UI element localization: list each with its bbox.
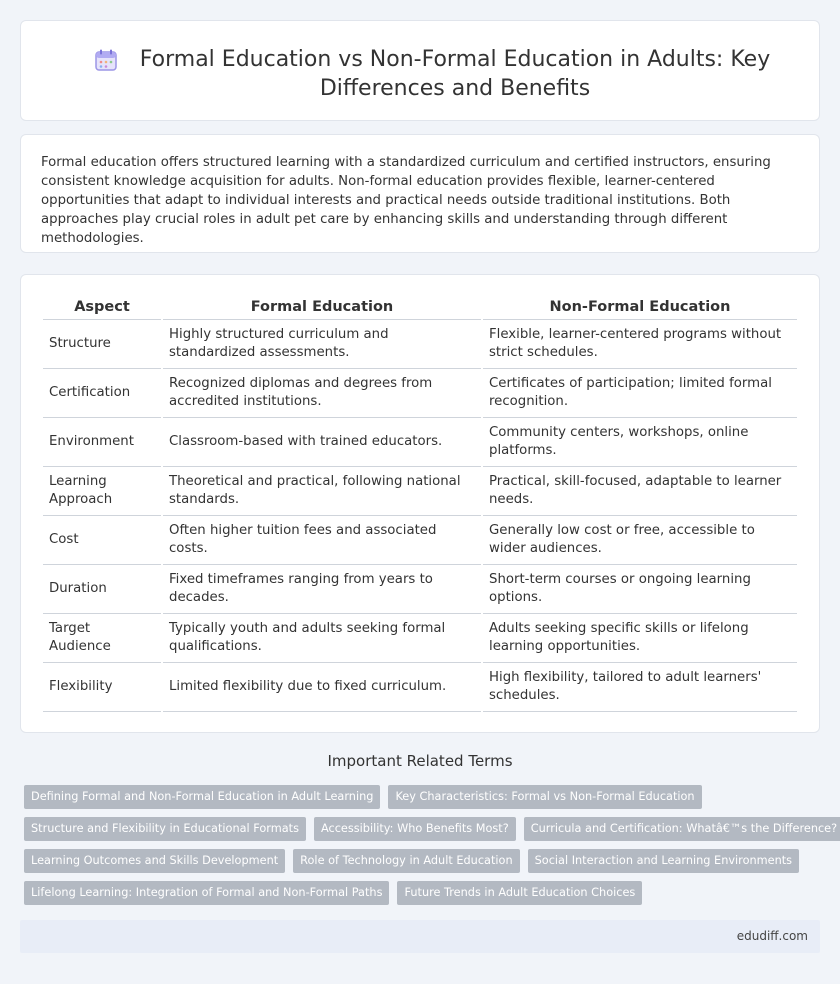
cell-non-formal: Short-term courses or ongoing learning o… (483, 565, 797, 614)
calendar-icon (95, 49, 117, 71)
header-card: Formal Education vs Non-Formal Education… (20, 20, 820, 121)
cell-non-formal: Certificates of participation; limited f… (483, 369, 797, 418)
related-term-tag[interactable]: Lifelong Learning: Integration of Formal… (24, 881, 390, 905)
cell-aspect: Duration (43, 565, 161, 614)
footer-bar: edudiff.com (20, 920, 820, 953)
table-row: Structure Highly structured curriculum a… (43, 320, 797, 369)
intro-card: Formal education offers structured learn… (20, 134, 820, 253)
cell-aspect: Structure (43, 320, 161, 369)
cell-aspect: Cost (43, 516, 161, 565)
cell-non-formal: Practical, skill-focused, adaptable to l… (483, 467, 797, 516)
cell-aspect: Environment (43, 418, 161, 467)
related-term-tag[interactable]: Defining Formal and Non-Formal Education… (24, 785, 381, 809)
related-terms-heading: Important Related Terms (327, 752, 513, 770)
related-term-tag[interactable]: Curricula and Certification: Whatâ€™s th… (523, 817, 840, 841)
table-row: Duration Fixed timeframes ranging from y… (43, 565, 797, 614)
related-term-tag[interactable]: Social Interaction and Learning Environm… (527, 849, 800, 873)
comparison-table: Aspect Formal Education Non-Formal Educa… (41, 295, 799, 712)
table-row: Certification Recognized diplomas and de… (43, 369, 797, 418)
table-header-row: Aspect Formal Education Non-Formal Educa… (43, 295, 797, 320)
related-term-tag[interactable]: Learning Outcomes and Skills Development (24, 849, 286, 873)
related-term-tag[interactable]: Accessibility: Who Benefits Most? (313, 817, 516, 841)
related-term-tag[interactable]: Role of Technology in Adult Education (293, 849, 520, 873)
table-row: Cost Often higher tuition fees and assoc… (43, 516, 797, 565)
comparison-card: Aspect Formal Education Non-Formal Educa… (20, 274, 820, 733)
cell-formal: Often higher tuition fees and associated… (163, 516, 481, 565)
page-title-line-2: Differences and Benefits (319, 76, 591, 101)
cell-non-formal: Adults seeking specific skills or lifelo… (483, 614, 797, 663)
table-row: Environment Classroom-based with trained… (43, 418, 797, 467)
cell-formal: Limited flexibility due to fixed curricu… (163, 663, 481, 712)
cell-non-formal: Generally low cost or free, accessible t… (483, 516, 797, 565)
cell-non-formal: High flexibility, tailored to adult lear… (483, 663, 797, 712)
column-header-formal: Formal Education (163, 295, 481, 320)
cell-formal: Typically youth and adults seeking forma… (163, 614, 481, 663)
related-term-tag[interactable]: Structure and Flexibility in Educational… (24, 817, 306, 841)
cell-formal: Recognized diplomas and degrees from acc… (163, 369, 481, 418)
cell-non-formal: Flexible, learner-centered programs with… (483, 320, 797, 369)
column-header-aspect: Aspect (43, 295, 161, 320)
cell-aspect: Certification (43, 369, 161, 418)
cell-aspect: Target Audience (43, 614, 161, 663)
column-header-non-formal: Non-Formal Education (483, 295, 797, 320)
page-title: Formal Education vs Non-Formal Education… (111, 45, 799, 103)
table-row: Learning Approach Theoretical and practi… (43, 467, 797, 516)
related-term-tag[interactable]: Future Trends in Adult Education Choices (397, 881, 643, 905)
cell-aspect: Flexibility (43, 663, 161, 712)
cell-formal: Classroom-based with trained educators. (163, 418, 481, 467)
cell-formal: Fixed timeframes ranging from years to d… (163, 565, 481, 614)
page-title-line-1: Formal Education vs Non-Formal Education… (139, 47, 771, 72)
related-term-tag[interactable]: Key Characteristics: Formal vs Non-Forma… (388, 785, 702, 809)
table-row: Flexibility Limited flexibility due to f… (43, 663, 797, 712)
footer-site-link[interactable]: edudiff.com (736, 929, 808, 943)
cell-aspect: Learning Approach (43, 467, 161, 516)
cell-non-formal: Community centers, workshops, online pla… (483, 418, 797, 467)
table-row: Target Audience Typically youth and adul… (43, 614, 797, 663)
cell-formal: Theoretical and practical, following nat… (163, 467, 481, 516)
intro-paragraph: Formal education offers structured learn… (41, 155, 771, 246)
cell-formal: Highly structured curriculum and standar… (163, 320, 481, 369)
related-terms-list: Defining Formal and Non-Formal Education… (24, 785, 840, 913)
